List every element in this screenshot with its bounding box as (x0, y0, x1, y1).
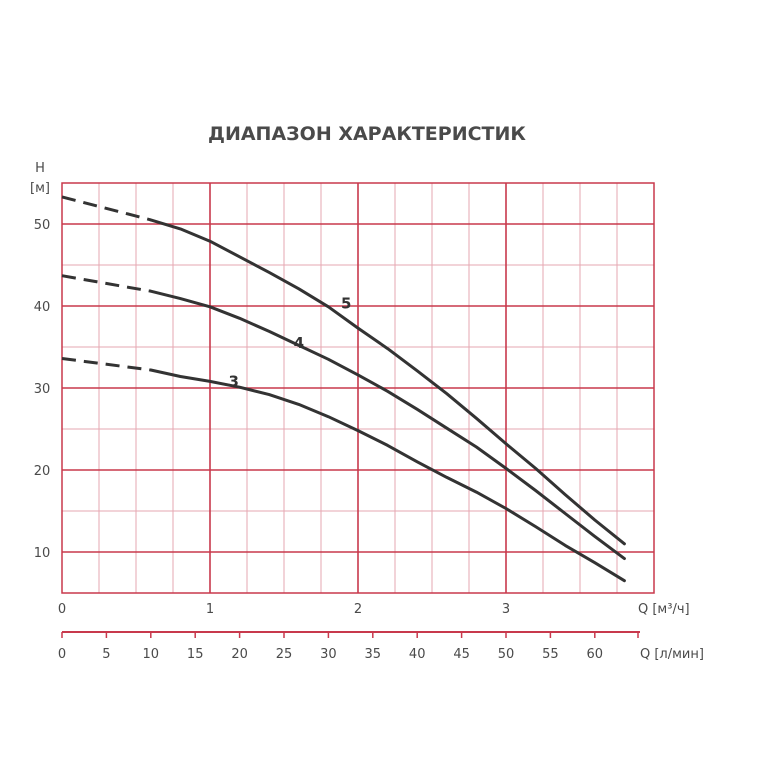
x2-tick-label: 45 (453, 647, 470, 662)
x2-tick-label: 20 (231, 647, 248, 662)
x-tick-label: 0 (58, 602, 66, 617)
curve-5-solid (149, 218, 626, 546)
y-tick-label: 30 (34, 382, 51, 397)
y-tick-label: 40 (34, 300, 51, 315)
curve-labels: 5 4 3 (228, 295, 351, 391)
x2-tick-label: 50 (498, 647, 515, 662)
x-axis-primary-label: Q [м³/ч] (638, 602, 690, 617)
x2-tick-label: 35 (365, 647, 382, 662)
curve-4-solid (149, 289, 626, 561)
y-tick-label: 50 (34, 218, 51, 233)
y-axis: H [м] 10 20 30 40 50 (30, 161, 50, 561)
curve-5-dashed (61, 195, 152, 222)
chart-title: ДИАПАЗОН ХАРАКТЕРИСТИК (208, 123, 526, 145)
curve-3-solid (149, 368, 626, 583)
x2-tick-label: 25 (276, 647, 293, 662)
curve-4-dashed (61, 274, 152, 293)
x2-tick-label: 40 (409, 647, 426, 662)
y-axis-label-unit: [м] (30, 181, 50, 196)
y-tick-label: 20 (34, 464, 51, 479)
x-axis-primary: Q [м³/ч] 0 1 2 3 (58, 602, 690, 617)
curve-label-5: 5 (341, 295, 351, 313)
plot-frame (61, 182, 655, 594)
y-axis-label-h: H (35, 161, 45, 176)
curve-label-4: 4 (294, 334, 304, 352)
x2-tick-label: 55 (542, 647, 559, 662)
x-tick-label: 3 (502, 602, 510, 617)
x2-tick-label: 30 (320, 647, 337, 662)
y-tick-label: 10 (34, 546, 51, 561)
x-axis-secondary: Q [л/мин] 0 5 10 15 20 25 30 35 40 45 50 55 60 (58, 631, 704, 662)
x2-tick-label: 0 (58, 647, 66, 662)
x-tick-label: 1 (206, 602, 214, 617)
grid-major (62, 183, 654, 593)
curve-3-dashed (61, 357, 151, 372)
x-axis-secondary-label: Q [л/мин] (640, 647, 704, 662)
x-tick-label: 2 (354, 602, 362, 617)
curve-label-3: 3 (228, 372, 238, 390)
x2-tick-label: 60 (587, 647, 604, 662)
curves (61, 195, 626, 583)
x2-tick-label: 15 (187, 647, 204, 662)
x2-tick-label: 5 (102, 647, 110, 662)
x2-tick-label: 10 (143, 647, 160, 662)
